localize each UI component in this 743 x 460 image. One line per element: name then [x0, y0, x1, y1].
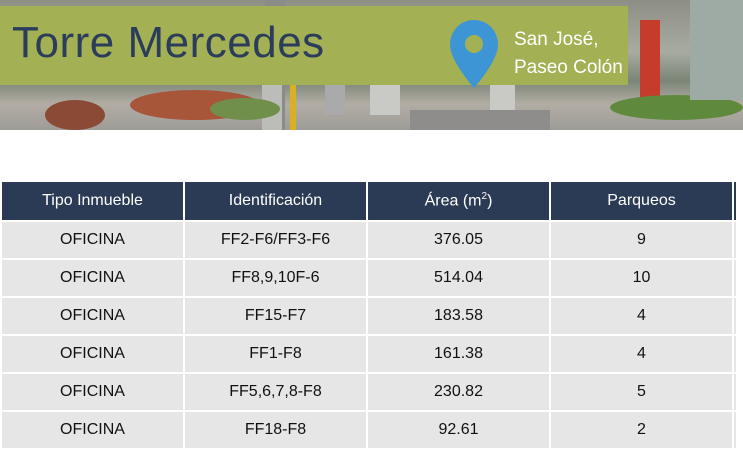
table-row: OFICINA FF18-F8 92.61 2 — [0, 410, 738, 450]
col-parqueos: Parqueos — [549, 180, 734, 222]
area-label: Área (m — [424, 192, 482, 210]
location-street: Paseo Colón — [514, 57, 623, 78]
cell-parqueos: 2 — [549, 410, 734, 450]
cell-identificacion: FF2-F6/FF3-F6 — [183, 220, 368, 260]
table-row: OFICINA FF15-F7 183.58 4 — [0, 296, 738, 336]
cell-parqueos: 5 — [549, 372, 734, 412]
table-row: OFICINA FF2-F6/FF3-F6 376.05 9 — [0, 220, 738, 260]
cell-area: 514.04 — [366, 258, 551, 298]
cell-identificacion: FF15-F7 — [183, 296, 368, 336]
cell-partial — [732, 334, 738, 374]
cell-identificacion: FF5,6,7,8-F8 — [183, 372, 368, 412]
area-suffix: ) — [487, 192, 493, 210]
cell-partial — [732, 410, 738, 450]
cell-tipo: OFICINA — [0, 410, 185, 450]
title-banner: Torre Mercedes San José, Paseo Colón — [0, 6, 628, 88]
location-city: San José, — [514, 29, 599, 50]
cell-partial — [732, 220, 738, 260]
col-area: Área (m2) — [366, 180, 551, 222]
map-pin-icon — [450, 20, 498, 88]
cell-area: 183.58 — [366, 296, 551, 336]
cell-area: 161.38 — [366, 334, 551, 374]
building-title: Torre Mercedes — [12, 18, 325, 67]
cell-partial — [732, 258, 738, 298]
cell-identificacion: FF1-F8 — [183, 334, 368, 374]
cell-tipo: OFICINA — [0, 334, 185, 374]
cell-tipo: OFICINA — [0, 220, 185, 260]
cell-parqueos: 9 — [549, 220, 734, 260]
property-table: Tipo Inmueble Identificación Área (m2) P… — [0, 180, 738, 450]
table-row: OFICINA FF8,9,10F-6 514.04 10 — [0, 258, 738, 298]
cell-parqueos: 4 — [549, 296, 734, 336]
table-row: OFICINA FF1-F8 161.38 4 — [0, 334, 738, 374]
cell-parqueos: 10 — [549, 258, 734, 298]
cell-parqueos: 4 — [549, 334, 734, 374]
area-superscript: 2 — [481, 191, 488, 203]
col-partial — [732, 180, 738, 222]
table-row: OFICINA FF5,6,7,8-F8 230.82 5 — [0, 372, 738, 412]
location-text: San José, Paseo Colón — [514, 26, 623, 82]
col-identificacion: Identificación — [183, 180, 368, 222]
col-tipo-inmueble: Tipo Inmueble — [0, 180, 185, 222]
cell-identificacion: FF8,9,10F-6 — [183, 258, 368, 298]
cell-partial — [732, 296, 738, 336]
cell-tipo: OFICINA — [0, 296, 185, 336]
cell-tipo: OFICINA — [0, 372, 185, 412]
cell-area: 92.61 — [366, 410, 551, 450]
cell-tipo: OFICINA — [0, 258, 185, 298]
cell-partial — [732, 372, 738, 412]
cell-area: 230.82 — [366, 372, 551, 412]
table-header-row: Tipo Inmueble Identificación Área (m2) P… — [0, 180, 738, 222]
cell-area: 376.05 — [366, 220, 551, 260]
cell-identificacion: FF18-F8 — [183, 410, 368, 450]
